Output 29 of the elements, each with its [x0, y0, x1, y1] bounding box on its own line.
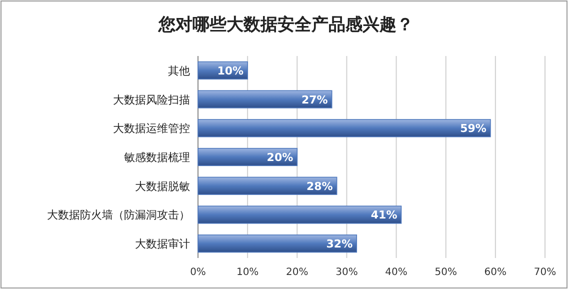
- y-tick-label: 其他: [168, 64, 190, 78]
- x-tick-label: 10%: [236, 267, 259, 278]
- y-tick-label: 大数据防火墙（防漏洞攻击）: [47, 208, 190, 222]
- data-label: 59%: [460, 122, 486, 136]
- chart-title: 您对哪些大数据安全产品感兴趣？: [158, 15, 414, 35]
- x-tick-label: 0%: [190, 267, 206, 278]
- bar: [198, 234, 358, 253]
- y-tick-label: 大数据风险扫描: [113, 93, 190, 106]
- bar: [198, 119, 491, 138]
- x-tick-label: 70%: [534, 267, 556, 278]
- data-label: 27%: [302, 93, 328, 106]
- x-tick-label: 20%: [286, 267, 308, 278]
- bar: [198, 206, 402, 224]
- x-tick-label: 30%: [336, 267, 358, 278]
- x-tick-label: 40%: [385, 267, 408, 278]
- data-label: 28%: [306, 180, 333, 193]
- bar: [198, 90, 332, 108]
- x-tick-label: 60%: [484, 267, 507, 278]
- y-tick-label: 大数据审计: [135, 238, 190, 251]
- bar: [198, 148, 298, 166]
- x-tick-label: 50%: [434, 267, 457, 278]
- bar: [198, 176, 338, 195]
- y-tick-label: 敏感数据梳理: [124, 151, 190, 164]
- y-tick-label: 大数据脱敏: [135, 180, 190, 193]
- data-label: 20%: [266, 151, 294, 164]
- data-label: 41%: [370, 208, 398, 222]
- y-tick-label: 大数据运维管控: [113, 122, 190, 136]
- data-label: 32%: [326, 238, 353, 251]
- data-label: 10%: [217, 64, 244, 78]
